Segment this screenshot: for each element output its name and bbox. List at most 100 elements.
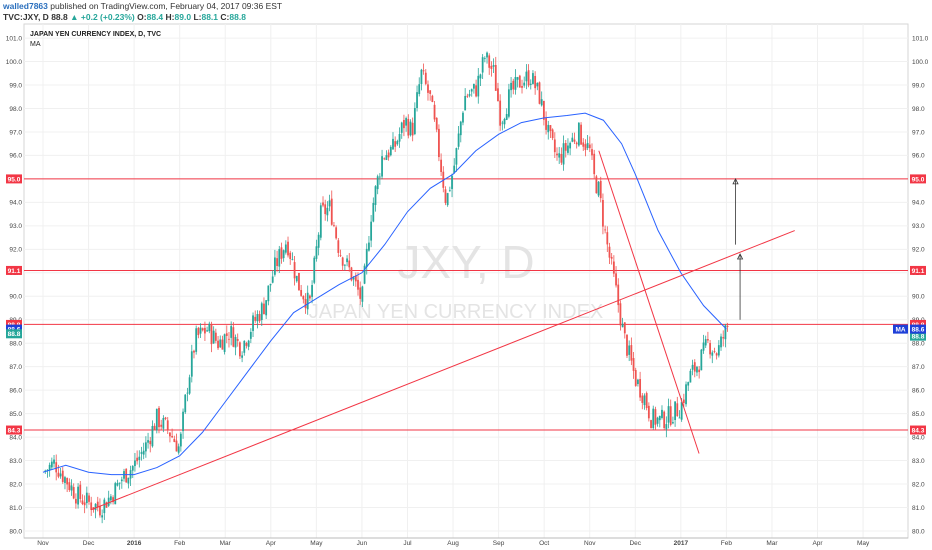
candle-body <box>313 257 316 283</box>
candle-body <box>265 300 268 316</box>
right-tick-label: 87.0 <box>912 364 925 371</box>
candle-body <box>704 339 707 346</box>
candle-body <box>271 276 274 283</box>
left-tick-label: 87.0 <box>9 364 22 371</box>
candle-body <box>214 332 217 341</box>
time-tick-label: Feb <box>721 540 733 547</box>
candle-body <box>155 408 158 431</box>
candle-body <box>179 433 182 447</box>
candle-body <box>661 409 663 418</box>
candle-body <box>516 77 519 80</box>
candle-body <box>453 165 456 174</box>
candle-body <box>405 118 408 126</box>
candle-body <box>188 377 191 394</box>
candle-body <box>234 336 237 348</box>
arrow-head <box>736 253 744 260</box>
candle-body <box>346 258 348 263</box>
candle-body <box>232 327 235 347</box>
symbol-label: TVC:JXY, D <box>3 12 49 22</box>
price-tag-label: 84.3 <box>8 427 21 434</box>
candle-body <box>709 343 711 355</box>
candle-body <box>534 75 537 89</box>
candle-body <box>444 189 447 203</box>
candle-body <box>407 118 410 136</box>
indicator-label[interactable]: MA <box>30 41 41 48</box>
publish-header: walled7863 published on TradingView.com,… <box>0 0 932 24</box>
chart-title: JAPAN YEN CURRENCY INDEX, D, TVC <box>30 31 161 38</box>
left-tick-label: 90.0 <box>9 294 22 301</box>
candle-body <box>499 100 502 126</box>
candle-body <box>182 411 184 432</box>
candle-body <box>726 325 729 327</box>
price-tag <box>6 329 22 339</box>
candle-body <box>61 470 64 482</box>
candle-body <box>626 334 628 356</box>
high-value: 89.0 <box>174 12 192 22</box>
candle-body <box>488 55 491 68</box>
candle-body <box>199 327 202 334</box>
candle-body <box>175 440 178 452</box>
candle-body <box>173 438 176 442</box>
candle-body <box>429 90 432 94</box>
right-tick-label: 81.0 <box>912 505 925 512</box>
time-tick-label: May <box>857 540 870 547</box>
candle-body <box>263 303 265 315</box>
left-axis[interactable]: 80.081.082.083.084.085.086.087.088.089.0… <box>6 35 23 535</box>
close-label: C: <box>220 12 230 22</box>
candle-body <box>518 75 521 88</box>
right-tick-label: 82.0 <box>912 481 925 488</box>
candle-body <box>582 142 585 147</box>
candle-body <box>466 95 469 97</box>
candle-body <box>685 384 687 405</box>
horizontal-levels <box>24 178 908 431</box>
left-tick-label: 100.0 <box>6 59 23 66</box>
candle-body <box>403 120 405 129</box>
candle-body <box>81 500 84 505</box>
candle-body <box>136 457 139 462</box>
candle-body <box>94 503 97 511</box>
candle-body <box>394 141 397 147</box>
candle-body <box>610 256 613 259</box>
candle-body <box>370 221 373 241</box>
candle-body <box>569 142 572 149</box>
candle-body <box>713 351 716 352</box>
right-tick-label: 86.0 <box>912 387 925 394</box>
candle-body <box>551 129 554 139</box>
time-axis[interactable]: Nov Dec 2016 Feb Mar Apr May Jun Jul Aug Sep Oct Nov… <box>24 537 908 547</box>
time-tick-label: Mar <box>766 540 778 547</box>
left-tick-label: 84.0 <box>9 434 22 441</box>
candle-body <box>682 399 685 404</box>
right-tick-label: 88.0 <box>912 340 925 347</box>
price-tag <box>910 265 926 275</box>
candle-body <box>134 460 136 467</box>
candle-body <box>571 137 574 142</box>
price-tag <box>6 425 22 435</box>
candle-body <box>142 450 145 455</box>
candle-body <box>359 287 362 299</box>
candle-body <box>387 152 390 158</box>
candle-body <box>396 141 399 145</box>
candle-body <box>308 295 311 299</box>
candle-body <box>676 403 679 417</box>
candle-body <box>322 202 324 206</box>
candle-body <box>319 205 322 238</box>
candle-body <box>252 315 254 331</box>
right-axis[interactable]: 80.081.082.083.084.085.086.087.088.089.0… <box>893 35 929 535</box>
candle-body <box>201 328 204 331</box>
candle-body <box>363 265 366 284</box>
arrow-head <box>732 178 739 185</box>
author-link[interactable]: walled7863 <box>3 1 48 11</box>
candle-body <box>617 284 620 306</box>
low-value: 88.1 <box>201 12 219 22</box>
candle-body <box>140 452 143 454</box>
candle-body <box>241 355 243 358</box>
open-label: O: <box>137 12 147 22</box>
time-tick-label: May <box>310 540 323 547</box>
left-tick-label: 94.0 <box>9 200 22 207</box>
candle-body <box>462 112 464 123</box>
time-tick-label: Nov <box>37 540 49 547</box>
candle-body <box>210 324 213 345</box>
symbol-line: TVC:JXY, D 88.8 ▲ +0.2 (+0.23%) O:88.4 H… <box>3 12 246 23</box>
price-tag <box>910 331 926 341</box>
